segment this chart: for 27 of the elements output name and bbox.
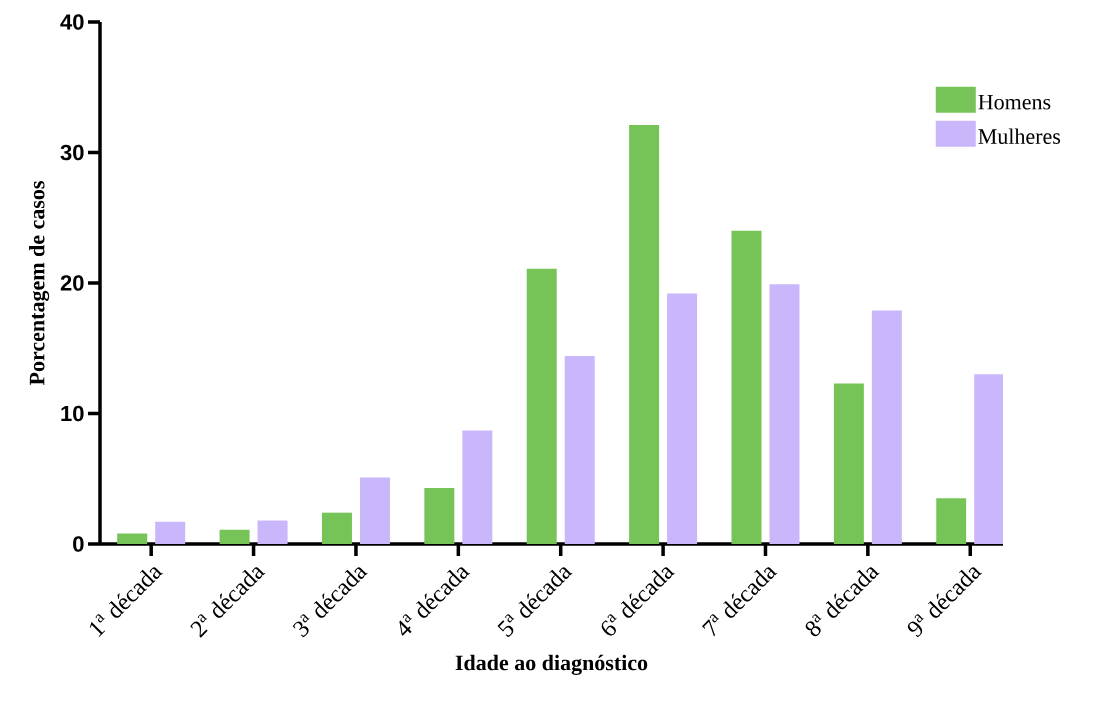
bar: [117, 533, 148, 544]
bar: [667, 293, 698, 544]
bar: [936, 498, 967, 544]
y-tick-label: 30: [60, 144, 84, 161]
bar: [564, 356, 595, 544]
legend-label: Homens: [978, 94, 1051, 110]
bar: [871, 310, 902, 544]
y-tick-label: 0: [73, 536, 84, 552]
y-tick-label: 20: [60, 275, 84, 291]
bar: [462, 430, 493, 544]
bar: [155, 521, 186, 544]
bar: [769, 284, 800, 544]
y-tick-label: 40: [60, 14, 84, 30]
y-axis-title: Porcentagem de casos: [29, 181, 50, 386]
bar: [629, 125, 660, 544]
bar: [359, 477, 390, 544]
y-tick-label: 10: [61, 405, 84, 422]
bar: [321, 512, 352, 544]
legend-label: Mulheres: [978, 128, 1061, 144]
bar: [731, 230, 762, 544]
bar: [424, 487, 455, 544]
bar: [974, 374, 1004, 544]
bar: [526, 268, 557, 544]
x-axis-title: Idade ao diagnóstico: [455, 654, 648, 675]
bar: [257, 520, 288, 544]
bar: [219, 529, 250, 544]
bar: [833, 383, 864, 544]
